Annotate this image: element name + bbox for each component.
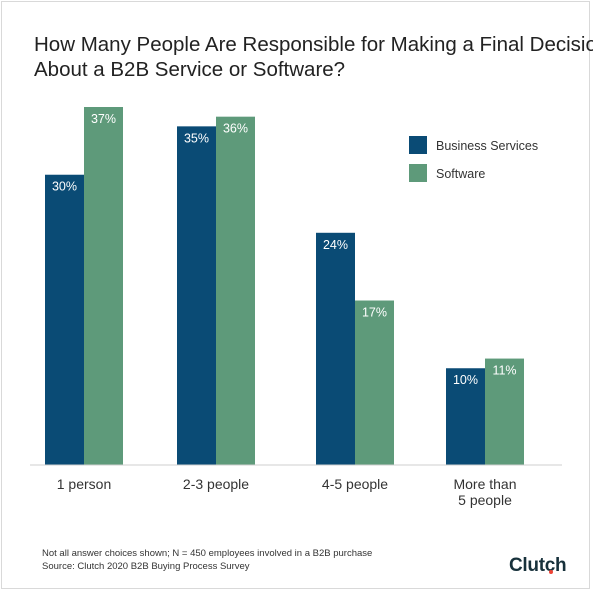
bar-business-services-2 [316,232,355,465]
clutch-logo: Clutch [509,555,567,576]
data-label: 30% [52,180,77,194]
legend-swatch-business-services [409,136,427,154]
data-label: 37% [91,112,116,126]
chart-title-line-2: About a B2B Service or Software? [34,58,346,81]
category-label: More than [453,476,516,492]
bar-software-0 [84,107,123,465]
category-label: 5 people [458,492,512,508]
chart-title-line-1: How Many People Are Responsible for Maki… [34,33,593,56]
legend-label: Business Services [436,139,538,153]
chart-title: How Many People Are Responsible for Maki… [34,32,593,82]
bar-software-3 [485,358,524,465]
legend-swatch-software [409,164,427,182]
legend-label: Software [436,167,485,181]
bar-software-1 [216,116,255,466]
category-label: 2-3 people [183,476,249,492]
data-label: 24% [323,238,348,252]
bar-business-services-0 [45,174,84,465]
footnote-line-1: Not all answer choices shown; N = 450 em… [42,548,373,559]
bar-business-services-1 [177,126,216,465]
footnote: Not all answer choices shown; N = 450 em… [42,547,372,573]
clutch-logo-dot [549,570,553,574]
data-label: 36% [223,122,248,136]
bar-business-services-3 [446,368,485,465]
data-label: 17% [362,306,387,320]
category-label: 1 person [57,476,111,492]
category-label: 4-5 people [322,476,388,492]
data-label: 11% [492,364,516,378]
data-label: 10% [453,373,478,387]
bar-software-2 [355,300,394,465]
data-label: 35% [184,131,209,145]
footnote-source: Source: Clutch 2020 B2B Buying Process S… [42,561,250,572]
